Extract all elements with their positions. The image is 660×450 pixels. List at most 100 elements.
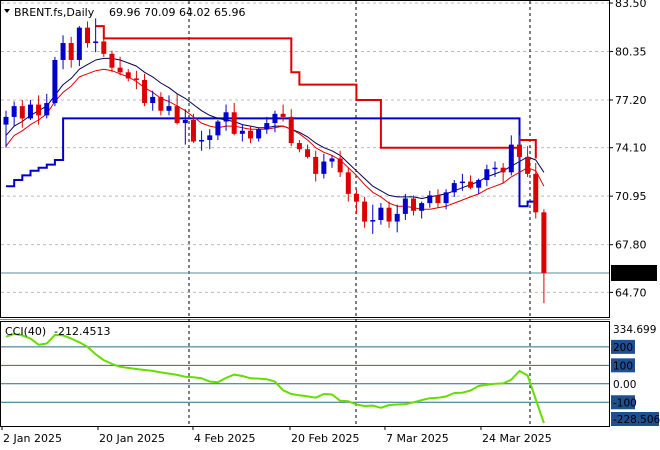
ohlc-values: 69.96 70.09 64.02 65.96 <box>109 6 245 19</box>
candle-bull <box>150 96 156 104</box>
candle-bull <box>272 113 278 124</box>
candle-bull <box>27 104 33 119</box>
candle-bear <box>296 143 302 150</box>
candle-bear <box>85 27 90 44</box>
cci-level-badge <box>611 339 635 354</box>
stop-lower-line <box>6 117 536 208</box>
candle-bull <box>207 135 213 140</box>
candle-bear <box>525 156 531 174</box>
indicator-header: CCI(40) -212.4513 <box>5 325 110 338</box>
candle-bull <box>378 207 384 221</box>
candle-bear <box>109 53 115 68</box>
candle-bear <box>533 173 539 213</box>
candle-bear <box>411 198 416 211</box>
candle-bear <box>362 201 368 222</box>
indicator-value: -212.4513 <box>54 325 110 338</box>
candle-bull <box>419 203 425 211</box>
candle-bear <box>288 116 294 144</box>
cci-level-badge <box>611 358 635 373</box>
candle-bear <box>500 167 506 173</box>
candle-bull <box>52 59 58 104</box>
cci-axis: 200 100 0.00 -100 334.699 -228.506 <box>611 324 660 426</box>
price-tick-label: 83.50 <box>615 0 647 10</box>
candle-bear <box>386 207 392 222</box>
symbol-label: BRENT.fs,Daily <box>14 6 95 19</box>
current-price-label: 65.96 <box>615 267 647 280</box>
ema-fast-line <box>5 68 545 210</box>
time-tick-label: 24 Mar 2025 <box>482 432 552 445</box>
candle-bear <box>280 113 286 117</box>
candle-bear <box>101 41 107 54</box>
price-tick-label: 74.10 <box>615 142 647 155</box>
cci-min-badge <box>611 412 659 426</box>
indicator-label: CCI(40) <box>5 325 46 338</box>
cci-level-label: 200 <box>613 342 633 354</box>
candle-bear <box>468 181 474 188</box>
price-axis: 83.50 80.35 77.20 74.10 70.95 67.80 64.70 65.96 <box>609 0 657 299</box>
candle-bear <box>142 79 148 104</box>
cci-level-label: 100 <box>613 360 633 372</box>
time-tick-label: 20 Feb 2025 <box>291 432 359 445</box>
candle-bull <box>93 41 99 44</box>
cci-min-label: -228.506 <box>613 414 660 426</box>
candle-bull <box>443 192 449 204</box>
chart-grid <box>1 1 609 426</box>
main-panel-frame <box>0 0 610 318</box>
candle-bull <box>459 181 465 184</box>
candle-bull <box>476 180 482 188</box>
candle-bull <box>451 183 457 193</box>
candle-bull <box>166 106 172 111</box>
candle-bear <box>133 78 139 80</box>
candle-bull <box>402 198 408 214</box>
candle-bear <box>337 158 343 173</box>
candle-bear <box>435 195 441 204</box>
cci-level-label: 0.00 <box>613 379 636 391</box>
candle-bear <box>345 172 351 194</box>
candle-bull <box>44 103 50 116</box>
candle-bear <box>158 96 164 111</box>
candle-bear <box>190 119 196 142</box>
candle-bear <box>125 72 131 79</box>
collapse-triangle-icon[interactable] <box>4 9 10 13</box>
price-tick-label: 67.80 <box>615 239 647 252</box>
cci-plot <box>1 332 609 424</box>
candle-bear <box>541 212 547 273</box>
price-plot <box>3 18 547 304</box>
candle-bull <box>264 123 270 130</box>
candle-bull <box>492 167 498 170</box>
stop-upper-line <box>95 25 520 149</box>
candle-bull <box>60 43 66 60</box>
candle-bear <box>516 144 522 157</box>
candle-bull <box>427 195 433 204</box>
price-tick-label: 80.35 <box>615 45 647 58</box>
candle-bear <box>353 193 359 202</box>
candle-bull <box>329 158 335 162</box>
candle-bear <box>248 130 253 139</box>
stop-upper-recent-line <box>519 139 537 159</box>
candle-bull <box>11 106 17 117</box>
candle-bear <box>68 43 74 60</box>
candle-bull <box>484 169 490 181</box>
candle-bull <box>182 119 188 124</box>
candle-bull <box>215 121 221 136</box>
candle-bear <box>117 67 123 73</box>
time-tick-label: 7 Mar 2025 <box>386 432 449 445</box>
candle-bear <box>36 104 42 116</box>
cci-level-badge <box>611 395 635 410</box>
time-axis: 2 Jan 2025 20 Jan 2025 4 Feb 2025 20 Feb 20… <box>1 426 552 445</box>
candle-bear <box>174 106 180 124</box>
candle-bull <box>508 144 514 173</box>
price-tick-label: 70.95 <box>615 190 647 203</box>
candle-bear <box>19 106 25 119</box>
time-tick-label: 2 Jan 2025 <box>3 432 62 445</box>
cci-level-label: -100 <box>613 397 637 409</box>
candle-bear <box>305 149 311 157</box>
price-tick-label: 77.20 <box>615 94 647 107</box>
cci-line <box>5 332 545 424</box>
price-tick-label: 64.70 <box>615 286 647 299</box>
candle-bull <box>3 116 9 125</box>
candle-bull <box>394 213 400 222</box>
candle-bull <box>321 161 327 174</box>
